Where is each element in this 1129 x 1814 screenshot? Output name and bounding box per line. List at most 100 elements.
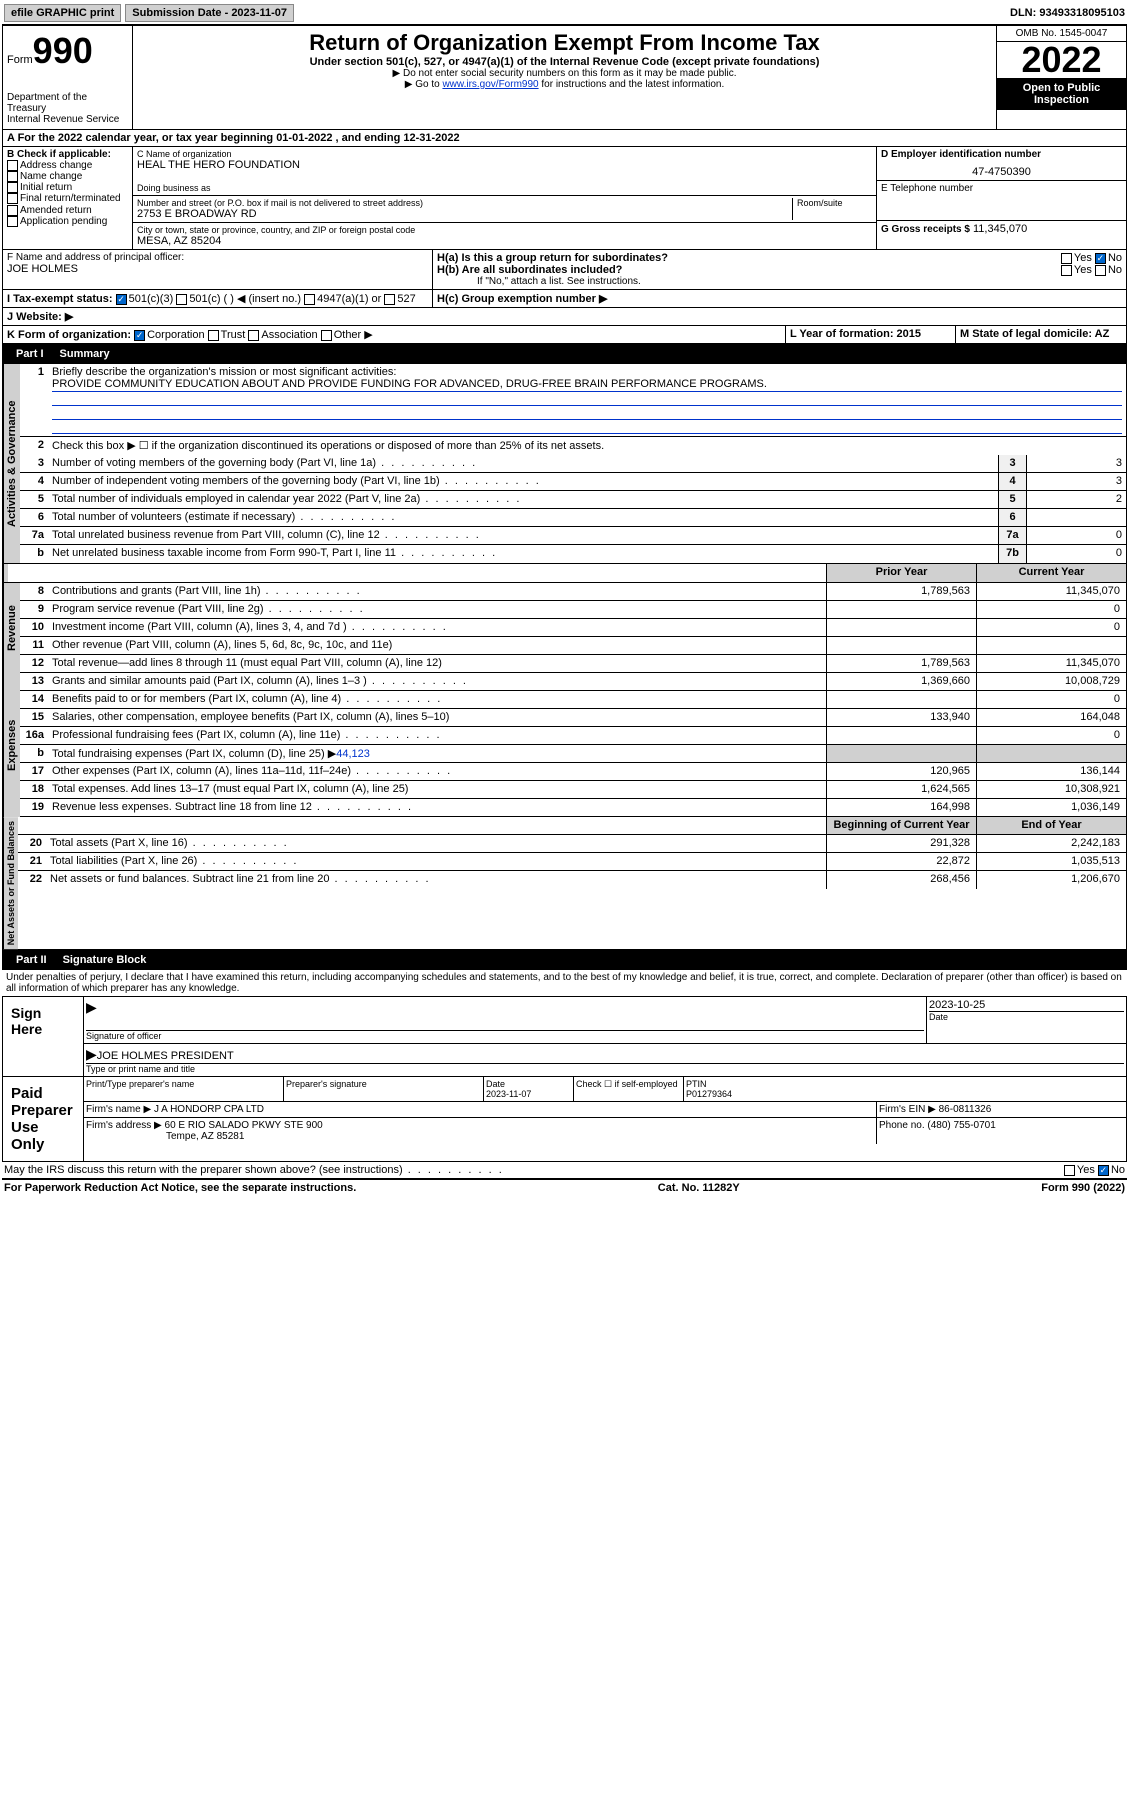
p12: 1,789,563 — [826, 655, 976, 672]
line-17: Other expenses (Part IX, column (A), lin… — [48, 763, 826, 780]
part1-header: Part I Summary — [2, 344, 1127, 364]
gross-label: G Gross receipts $ — [881, 224, 970, 235]
form-subtitle: Under section 501(c), 527, or 4947(a)(1)… — [137, 56, 992, 68]
line-21: Total liabilities (Part X, line 26) — [46, 853, 826, 870]
val-6 — [1026, 509, 1126, 526]
prep-date: 2023-11-07 — [486, 1089, 571, 1099]
form990-link[interactable]: www.irs.gov/Form990 — [442, 79, 538, 90]
c18: 10,308,921 — [976, 781, 1126, 798]
p13: 1,369,660 — [826, 673, 976, 690]
open-inspection: Open to Public Inspection — [997, 78, 1126, 110]
check-address[interactable] — [7, 160, 18, 171]
p9 — [826, 601, 976, 618]
j-website: J Website: ▶ — [3, 308, 1126, 325]
check-pending[interactable] — [7, 216, 18, 227]
line-6: Total number of volunteers (estimate if … — [48, 509, 998, 526]
check-assoc[interactable] — [248, 330, 259, 341]
check-initial[interactable] — [7, 182, 18, 193]
check-other[interactable] — [321, 330, 332, 341]
note-goto-pre: ▶ Go to — [405, 79, 443, 90]
sig-date-label: Date — [929, 1011, 1124, 1022]
box-b-label: B Check if applicable: — [7, 149, 128, 160]
i-label: I Tax-exempt status: — [7, 293, 113, 305]
p16a — [826, 727, 976, 744]
firm-name: J A HONDORP CPA LTD — [154, 1104, 264, 1115]
note-ssn: ▶ Do not enter social security numbers o… — [137, 68, 992, 79]
line-14: Benefits paid to or for members (Part IX… — [48, 691, 826, 708]
c16a: 0 — [976, 727, 1126, 744]
line-9: Program service revenue (Part VIII, line… — [48, 601, 826, 618]
form-header: Form990 Department of the Treasury Inter… — [2, 25, 1127, 130]
c10: 0 — [976, 619, 1126, 636]
sign-here-label: Sign Here — [3, 997, 83, 1076]
efile-button[interactable]: efile GRAPHIC print — [4, 4, 121, 22]
check-501c[interactable] — [176, 294, 187, 305]
c13: 10,008,729 — [976, 673, 1126, 690]
room-label: Room/suite — [792, 198, 872, 220]
vert-spacer — [3, 564, 8, 582]
note-goto-post: for instructions and the latest informat… — [539, 79, 725, 90]
c20: 2,242,183 — [976, 835, 1126, 852]
period-row: A For the 2022 calendar year, or tax yea… — [2, 130, 1127, 147]
line-1-text: Briefly describe the organization's miss… — [52, 366, 1122, 378]
current-year-head: Current Year — [976, 564, 1126, 582]
line-7a: Total unrelated business revenue from Pa… — [48, 527, 998, 544]
check-527[interactable] — [384, 294, 395, 305]
m-state: M State of legal domicile: AZ — [956, 326, 1126, 343]
line-4: Number of independent voting members of … — [48, 473, 998, 490]
hb-no[interactable] — [1095, 265, 1106, 276]
discuss-no[interactable] — [1098, 1165, 1109, 1176]
officer-name-title: JOE HOLMES PRESIDENT — [97, 1050, 234, 1062]
submission-date: Submission Date - 2023-11-07 — [125, 4, 294, 22]
org-address: 2753 E BROADWAY RD — [137, 208, 792, 220]
check-4947[interactable] — [304, 294, 315, 305]
prep-print-label: Print/Type preparer's name — [84, 1077, 284, 1101]
ha-yes[interactable] — [1061, 253, 1072, 264]
firm-city: Tempe, AZ 85281 — [166, 1131, 874, 1142]
discuss-text: May the IRS discuss this return with the… — [4, 1164, 1064, 1176]
firm-addr-label: Firm's address ▶ — [86, 1120, 162, 1131]
hb-label: H(b) Are all subordinates included? — [437, 264, 622, 276]
prep-check-label: Check ☐ if self-employed — [574, 1077, 684, 1101]
part1-num: Part I — [8, 346, 52, 362]
c14: 0 — [976, 691, 1126, 708]
check-final[interactable] — [7, 193, 18, 204]
p14 — [826, 691, 976, 708]
discuss-yes[interactable] — [1064, 1165, 1075, 1176]
sign-block: Sign Here ▶Signature of officer 2023-10-… — [2, 996, 1127, 1162]
mission-blank2 — [52, 406, 1122, 420]
line-7b: Net unrelated business taxable income fr… — [48, 545, 998, 563]
p10 — [826, 619, 976, 636]
p17: 120,965 — [826, 763, 976, 780]
mission-blank3 — [52, 420, 1122, 434]
ha-no[interactable] — [1095, 253, 1106, 264]
line-22: Net assets or fund balances. Subtract li… — [46, 871, 826, 889]
c9: 0 — [976, 601, 1126, 618]
check-name[interactable] — [7, 171, 18, 182]
p18: 1,624,565 — [826, 781, 976, 798]
c8: 11,345,070 — [976, 583, 1126, 600]
p19: 164,998 — [826, 799, 976, 816]
c19: 1,036,149 — [976, 799, 1126, 816]
check-amended[interactable] — [7, 205, 18, 216]
vert-expenses: Expenses — [3, 673, 20, 817]
prep-sig-label: Preparer's signature — [284, 1077, 484, 1101]
val-16b: 44,123 — [336, 748, 370, 760]
org-city: MESA, AZ 85204 — [137, 235, 872, 247]
line-20: Total assets (Part X, line 16) — [46, 835, 826, 852]
prior-year-head: Prior Year — [826, 564, 976, 582]
firm-name-label: Firm's name ▶ — [86, 1104, 151, 1115]
check-501c3[interactable] — [116, 294, 127, 305]
val-5: 2 — [1026, 491, 1126, 508]
p22: 268,456 — [826, 871, 976, 889]
val-3: 3 — [1026, 455, 1126, 472]
check-trust[interactable] — [208, 330, 219, 341]
hb-yes[interactable] — [1061, 265, 1072, 276]
cat-no: Cat. No. 11282Y — [658, 1182, 740, 1194]
check-corp[interactable] — [134, 330, 145, 341]
ptin-value: P01279364 — [686, 1089, 1124, 1099]
form-ref: Form 990 (2022) — [1041, 1182, 1125, 1194]
firm-ein-label: Firm's EIN ▶ — [879, 1104, 936, 1115]
vert-governance: Activities & Governance — [3, 364, 20, 563]
line-16b: Total fundraising expenses (Part IX, col… — [52, 748, 336, 760]
